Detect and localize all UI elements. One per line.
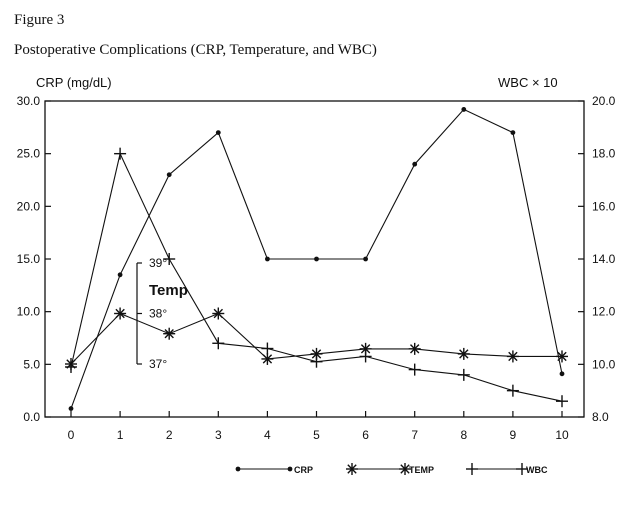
data-point-wbc — [408, 363, 421, 376]
legend-label-crp: CRP — [294, 465, 313, 475]
right-tick-label: 10.0 — [592, 357, 616, 371]
dot-marker-shape — [235, 466, 241, 472]
x-tick-label: 6 — [362, 428, 369, 442]
data-point-crp — [412, 161, 418, 167]
x-tick-label: 2 — [166, 428, 173, 442]
right-tick-label: 20.0 — [592, 94, 616, 108]
data-point-temp — [163, 327, 176, 340]
left-axis-label: CRP (mg/dL) — [36, 75, 112, 90]
left-tick-label: 20.0 — [17, 199, 41, 213]
left-tick-label: 0.0 — [23, 410, 40, 424]
x-tick-label: 9 — [510, 428, 517, 442]
data-point-wbc — [556, 395, 568, 408]
figure-label: Figure 3 — [14, 12, 65, 28]
data-point-wbc — [310, 355, 323, 368]
temp-tick-label: 38° — [149, 307, 167, 321]
data-point-wbc — [114, 147, 127, 160]
dot-marker-shape — [461, 107, 467, 112]
right-axis-label: WBC × 10 — [498, 75, 558, 90]
legend-marker-crp — [235, 466, 241, 472]
right-tick-label: 16.0 — [592, 199, 616, 213]
x-tick-label: 7 — [411, 428, 418, 442]
data-point-wbc — [163, 253, 176, 265]
x-tick-label: 1 — [117, 428, 124, 442]
data-point-crp — [461, 107, 467, 112]
data-point-crp — [559, 371, 565, 377]
data-point-wbc — [457, 368, 470, 381]
data-point-wbc — [65, 360, 77, 373]
x-tick-label: 5 — [313, 428, 320, 442]
dot-marker-shape — [166, 172, 172, 178]
dot-marker-shape — [117, 272, 123, 278]
left-tick-label: 15.0 — [17, 252, 41, 266]
legend-label-wbc: WBC — [526, 465, 548, 475]
right-tick-label: 12.0 — [592, 305, 616, 319]
data-point-crp — [510, 130, 516, 136]
data-point-temp — [114, 307, 127, 320]
temp-tick-label: 37° — [149, 357, 167, 371]
data-point-temp — [457, 347, 470, 360]
legend-marker-temp — [399, 463, 411, 475]
temp-tick-label: 39° — [149, 256, 167, 270]
data-point-crp — [215, 130, 221, 136]
temp-scale-label: Temp — [149, 282, 188, 299]
left-tick-label: 5.0 — [23, 357, 40, 371]
legend: CRP TEMP WBC — [235, 463, 548, 475]
data-point-wbc — [212, 337, 225, 350]
legend-marker-wbc — [516, 463, 528, 475]
dot-marker-shape — [314, 256, 319, 262]
dot-marker-shape — [215, 130, 221, 136]
data-point-wbc — [261, 342, 274, 355]
x-tick-label: 4 — [264, 428, 271, 442]
legend-marker-wbc — [466, 463, 478, 475]
data-point-temp — [556, 350, 568, 363]
data-point-temp — [408, 342, 421, 355]
data-point-crp — [166, 172, 172, 178]
x-tick-label: 3 — [215, 428, 222, 442]
series-layer — [65, 107, 568, 411]
right-tick-label: 14.0 — [592, 252, 616, 266]
dot-marker-shape — [68, 406, 74, 411]
chart-title: Postoperative Complications (CRP, Temper… — [14, 42, 377, 58]
temp-scale: 39° 38° 37° Temp — [136, 256, 188, 371]
dot-marker-shape — [265, 256, 270, 262]
legend-marker-crp — [287, 466, 293, 472]
data-point-crp — [68, 406, 74, 411]
dot-marker-shape — [287, 466, 293, 472]
dot-marker-shape — [510, 130, 516, 136]
x-tick-label: 0 — [68, 428, 75, 442]
data-point-crp — [117, 272, 123, 278]
data-point-wbc — [359, 350, 372, 363]
data-point-wbc — [506, 384, 519, 397]
data-point-temp — [212, 307, 225, 320]
legend-label-temp: TEMP — [409, 465, 434, 475]
left-tick-label: 10.0 — [17, 305, 41, 319]
axes: 0.0 5.0 10.0 15.0 20.0 25.0 30.0 8.0 10.0 12.0 14.… — [17, 94, 616, 442]
dot-marker-shape — [559, 371, 565, 377]
right-tick-label: 18.0 — [592, 147, 616, 161]
left-tick-label: 25.0 — [17, 147, 41, 161]
left-tick-label: 30.0 — [17, 94, 41, 108]
data-point-crp — [314, 256, 319, 262]
x-tick-label: 10 — [555, 428, 569, 442]
data-point-crp — [265, 256, 270, 262]
legend-marker-temp — [346, 463, 358, 475]
dot-marker-shape — [363, 256, 368, 262]
dot-marker-shape — [412, 161, 418, 167]
data-point-temp — [261, 352, 274, 365]
right-tick-label: 8.0 — [592, 410, 609, 424]
data-point-temp — [506, 350, 519, 363]
data-point-crp — [363, 256, 368, 262]
x-tick-label: 8 — [460, 428, 467, 442]
